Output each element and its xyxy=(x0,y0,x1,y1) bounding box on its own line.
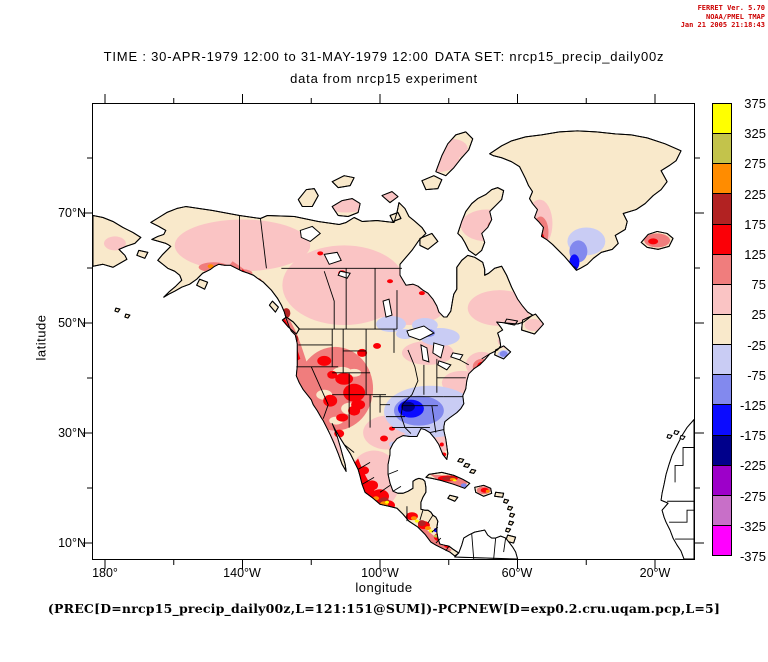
colorbar-label: -275 xyxy=(739,489,766,504)
colorbar xyxy=(712,103,732,557)
xtick-140w: 140°W xyxy=(223,566,261,580)
ytick-30n: 30°N xyxy=(58,426,86,440)
credit-line-date: Jan 21 2005 21:18:43 xyxy=(680,21,765,29)
colorbar-label: -375 xyxy=(739,549,766,564)
xtick-20w: 20°W xyxy=(639,566,671,580)
plot-subtitle: data from nrcp15 experiment xyxy=(290,71,478,86)
ytick-10n: 10°N xyxy=(58,536,86,550)
colorbar-label: -325 xyxy=(739,519,766,534)
title-dataset: DATA SET: nrcp15_precip_daily00z xyxy=(434,49,665,64)
colorbar-label: -225 xyxy=(739,458,766,473)
title-time-range: TIME : 30-APR-1979 12:00 to 31-MAY-1979 … xyxy=(103,49,429,64)
colorbar-label: -75 xyxy=(747,368,766,383)
coast-lesser-antilles xyxy=(503,498,516,533)
map-svg xyxy=(93,130,694,559)
y-axis-title: latitude xyxy=(33,314,49,361)
colorbar-label: 75 xyxy=(751,277,766,292)
map-plot-area xyxy=(92,103,695,560)
credit-line-org: NOAA/PMEL TMAP xyxy=(705,12,765,21)
ytick-50n: 50°N xyxy=(58,316,86,330)
colorbar-label: 125 xyxy=(744,247,766,262)
credit-line-version: FERRET Ver. 5.70 xyxy=(697,4,765,12)
xtick-180: 180° xyxy=(92,566,118,580)
colorbar-label: -25 xyxy=(747,338,766,353)
colorbar-label: -175 xyxy=(739,428,766,443)
xtick-60w: 60°W xyxy=(501,566,533,580)
coast-bahamas xyxy=(457,457,477,474)
colorbar-label: 225 xyxy=(744,187,766,202)
ferret-credit: FERRET Ver. 5.70 NOAA/PMEL TMAP Jan 21 2… xyxy=(681,4,765,30)
coast-pribilof-islands xyxy=(114,307,131,319)
plot-title: TIME : 30-APR-1979 12:00 to 31-MAY-1979 … xyxy=(0,49,768,64)
variable-expression: (PREC[D=nrcp15_precip_daily00z,L=121:151… xyxy=(47,601,721,616)
colorbar-label: 25 xyxy=(751,307,766,322)
colorbar-label: 175 xyxy=(744,217,766,232)
colorbar-label: 325 xyxy=(744,126,766,141)
colorbar-label: 375 xyxy=(744,96,766,111)
ytick-70n: 70°N xyxy=(58,206,86,220)
colorbar-label: -125 xyxy=(739,398,766,413)
colorbar-label: 275 xyxy=(744,156,766,171)
colorbar-segment xyxy=(712,524,732,557)
x-axis-title: longitude xyxy=(355,580,413,595)
xtick-100w: 100°W xyxy=(361,566,399,580)
